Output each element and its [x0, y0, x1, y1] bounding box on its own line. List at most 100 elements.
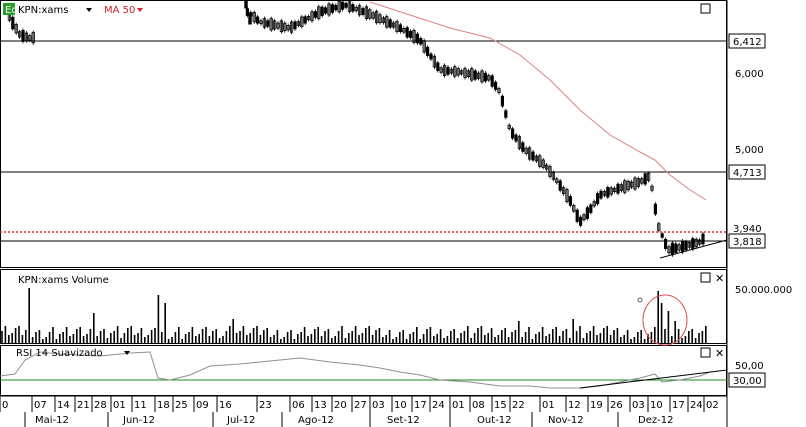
volume-bar — [317, 327, 319, 343]
date-tick-label: 06 — [292, 400, 305, 411]
volume-bar — [698, 333, 700, 343]
volume-bar — [558, 336, 561, 343]
volume-bar — [45, 337, 47, 343]
date-tick-label: 13 — [314, 400, 327, 411]
panel-frames — [0, 0, 728, 427]
volume-bar — [552, 329, 554, 343]
volume-bar — [212, 331, 214, 343]
volume-bar — [222, 336, 224, 343]
date-tick-label: 09 — [196, 400, 209, 411]
volume-bar — [579, 326, 581, 343]
volume-bar — [201, 329, 204, 343]
volume-bar — [470, 338, 472, 343]
volume-bar — [11, 333, 13, 343]
volume-bar — [433, 336, 435, 343]
volume-bar — [348, 333, 350, 343]
rsi-marker-box — [728, 372, 766, 388]
volume-bar — [507, 337, 510, 343]
volume-bar — [463, 331, 466, 343]
volume-bar — [28, 288, 30, 343]
volume-bar — [96, 336, 98, 343]
volume-bar — [164, 303, 166, 343]
volume-bar — [456, 338, 459, 343]
rsi-title[interactable]: RSI 14 Suavizado — [16, 348, 103, 359]
volume-bar — [52, 327, 54, 343]
month-label: Jul-12 — [226, 415, 255, 426]
volume-bar — [694, 338, 697, 343]
volume-bar — [684, 336, 687, 343]
volume-bar — [31, 337, 34, 343]
volume-bar — [307, 336, 309, 343]
symbol-label[interactable]: KPN:xams — [18, 5, 68, 16]
volume-bar — [320, 336, 323, 343]
volume-bar — [351, 331, 353, 343]
candle — [244, 0, 248, 9]
date-tick-label: 26 — [610, 400, 623, 411]
volume-bar — [246, 335, 248, 343]
volume-bar — [674, 321, 676, 343]
volume-bar — [705, 326, 707, 343]
volume-bar — [643, 339, 646, 343]
volume-bar — [620, 337, 622, 343]
month-label: Set-12 — [387, 415, 420, 426]
volume-bar — [575, 331, 578, 343]
volume-bar — [8, 335, 10, 343]
volume-bar — [654, 327, 656, 343]
volume-bar — [99, 331, 102, 343]
month-label: Mai-12 — [35, 415, 69, 426]
volume-bar — [242, 326, 245, 343]
date-tick-label: 28 — [94, 400, 107, 411]
volume-bar — [599, 333, 602, 343]
volume-bar — [623, 335, 625, 343]
volume-bar — [460, 333, 462, 343]
volume-bar — [154, 328, 156, 343]
chevron-down-icon[interactable] — [124, 351, 130, 355]
close-icon[interactable]: ✕ — [715, 272, 724, 285]
price-candles — [7, 0, 705, 257]
volume-bar — [582, 338, 585, 343]
volume-bar — [106, 338, 109, 343]
volume-bar — [93, 313, 95, 343]
volume-bar — [541, 327, 544, 343]
candle — [248, 13, 252, 25]
volume-bar — [613, 330, 615, 343]
volume-bar — [266, 328, 268, 343]
volume-bar — [626, 330, 629, 343]
month-label: Out-12 — [477, 415, 511, 426]
chevron-down-icon[interactable] — [86, 8, 92, 12]
price-marker: 4,713 — [733, 168, 762, 179]
volume-bar — [161, 332, 163, 343]
volume-bar — [195, 336, 197, 343]
volume-bar — [65, 327, 68, 343]
volume-bar — [555, 327, 557, 343]
volume-bar — [378, 328, 381, 343]
volume-bar — [586, 333, 588, 343]
date-tick-label: 19 — [590, 400, 603, 411]
volume-bar — [290, 330, 292, 343]
ma-label[interactable]: MA 50 — [104, 5, 135, 16]
close-icon[interactable]: ✕ — [715, 347, 724, 360]
volume-bar — [388, 330, 391, 343]
maximize-icon[interactable] — [700, 272, 711, 283]
volume-bar — [181, 339, 183, 343]
date-tick-label: 10 — [650, 400, 663, 411]
volume-bar — [188, 332, 190, 343]
volume-circle-annotation — [642, 294, 688, 346]
volume-bar — [252, 328, 255, 343]
month-label: Dez-12 — [638, 415, 673, 426]
volume-bar — [528, 327, 530, 343]
chevron-down-icon[interactable] — [137, 8, 143, 12]
price-tick: 5,000 — [735, 145, 764, 156]
price-marker: 3,818 — [733, 237, 762, 248]
maximize-icon[interactable] — [700, 347, 711, 358]
volume-bar — [147, 335, 149, 343]
volume-bar — [35, 332, 37, 343]
volume-bar — [120, 338, 122, 343]
volume-bar — [103, 329, 105, 343]
volume-bar — [324, 331, 326, 343]
volume-bar — [572, 319, 574, 343]
volume-bar — [215, 329, 217, 343]
maximize-icon[interactable] — [700, 3, 711, 14]
date-axis: 0 07 14 21 28 01 11 18 25 09 16 23 06 13 20 27 03 10 17 24 0… — [0, 395, 727, 427]
volume-bar — [538, 332, 540, 343]
